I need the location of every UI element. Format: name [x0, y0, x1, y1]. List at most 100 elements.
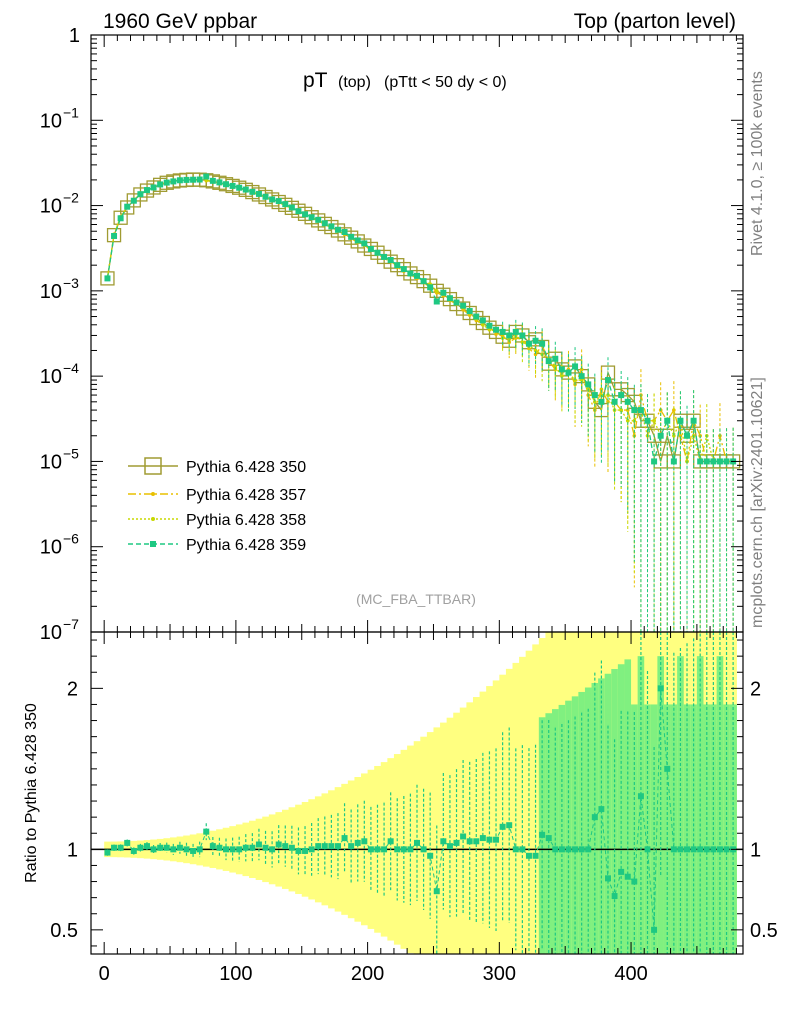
ratio-uncertainty-bands — [91, 632, 743, 954]
main-marker — [625, 408, 630, 412]
ratio-band-green — [604, 673, 612, 954]
main-marker-359 — [558, 366, 565, 373]
main-marker-359 — [565, 369, 572, 376]
ratio-axis-ticks: 0.5 0.5 1 1 2 2 0 100 200 300 400 — [50, 632, 778, 985]
ratio-point — [446, 843, 453, 850]
main-marker-359 — [190, 176, 197, 183]
ratio-band-yellow — [525, 650, 533, 954]
main-marker-359 — [427, 284, 434, 291]
ratio-point — [130, 847, 137, 854]
main-marker-359 — [216, 179, 223, 186]
main-marker-359 — [157, 181, 164, 188]
rivet-label: Rivet 4.1.0, ≥ 100k events — [749, 71, 766, 256]
main-marker-359 — [578, 373, 585, 380]
main-marker — [652, 418, 656, 423]
main-marker-359 — [275, 198, 282, 205]
ratio-x-tick-label: 400 — [614, 963, 647, 985]
main-y-tick-exponent: −4 — [63, 360, 79, 376]
legend-entry-350: Pythia 6.428 350 — [128, 457, 306, 476]
main-marker-359 — [572, 363, 579, 370]
ratio-band-yellow — [492, 680, 500, 954]
ratio-point — [453, 839, 460, 846]
main-marker-359 — [117, 215, 124, 222]
ratio-point — [519, 846, 526, 853]
main-marker — [579, 378, 584, 382]
ratio-point — [374, 846, 381, 853]
ratio-point — [433, 888, 440, 895]
main-marker-359 — [361, 240, 368, 247]
header-right: Top (parton level) — [574, 10, 736, 33]
ratio-plot-frame — [90, 631, 744, 955]
main-marker-359 — [664, 417, 671, 424]
legend-label-359: Pythia 6.428 359 — [186, 537, 306, 554]
main-y-tick-label: 10 — [40, 451, 62, 473]
ratio-point — [381, 846, 388, 853]
ratio-point — [137, 844, 144, 851]
ratio-point — [578, 846, 585, 853]
ratio-point — [183, 846, 190, 853]
ratio-point — [196, 846, 203, 853]
main-marker-350 — [100, 271, 115, 286]
ratio-x-tick-label: 300 — [483, 963, 516, 985]
ratio-series-line — [107, 688, 734, 930]
main-marker — [678, 433, 683, 438]
main-y-tick-exponent: −3 — [63, 275, 79, 291]
legend-marker-357 — [151, 492, 155, 496]
main-marker-359 — [255, 190, 262, 197]
header-left: 1960 GeV ppbar — [103, 10, 257, 33]
main-series-group — [100, 172, 741, 632]
main-marker-359 — [242, 186, 249, 193]
main-marker-359 — [354, 237, 361, 244]
main-y-tick-label: 1 — [69, 25, 80, 47]
main-marker — [606, 400, 610, 404]
main-marker — [619, 408, 623, 412]
main-marker-359 — [598, 398, 605, 405]
main-marker-359 — [604, 377, 611, 384]
main-marker — [672, 433, 676, 438]
main-marker-359 — [631, 407, 638, 414]
ratio-y-tick-label: 0.5 — [50, 920, 78, 942]
main-marker-359 — [591, 392, 598, 399]
main-marker-359 — [473, 313, 480, 320]
main-marker-359 — [104, 275, 111, 282]
main-marker-359 — [348, 233, 355, 240]
main-marker-359 — [407, 270, 414, 277]
main-marker-359 — [124, 203, 131, 210]
ratio-point — [163, 844, 170, 851]
main-marker-359 — [196, 176, 203, 183]
main-marker-359 — [130, 197, 137, 204]
ratio-point — [143, 843, 150, 850]
main-marker-359 — [236, 184, 243, 191]
ratio-y-label: Ratio to Pythia 6.428 350 — [23, 703, 40, 883]
legend-entry-358: Pythia 6.428 358 — [128, 512, 306, 529]
main-marker-359 — [677, 417, 684, 424]
ratio-y-tick-label-right: 0.5 — [750, 920, 778, 942]
main-marker-359 — [288, 204, 295, 211]
ratio-x-tick-label: 0 — [99, 963, 110, 985]
main-marker-359 — [176, 177, 183, 184]
ratio-point — [150, 846, 157, 853]
main-marker-359 — [644, 417, 651, 424]
main-y-tick-label: 10 — [40, 110, 62, 132]
main-marker-359 — [624, 398, 631, 405]
main-marker-359 — [163, 179, 170, 186]
main-marker-359 — [506, 332, 513, 339]
main-marker-359 — [690, 417, 697, 424]
main-series-line — [106, 178, 734, 463]
main-y-tick-label: 10 — [40, 366, 62, 388]
main-marker — [553, 364, 558, 369]
main-marker-359 — [512, 328, 519, 335]
ratio-point — [611, 893, 618, 900]
main-marker — [520, 340, 525, 345]
legend: Pythia 6.428 350 Pythia 6.428 357 Pythia… — [128, 457, 306, 554]
legend-marker-359 — [150, 541, 156, 547]
main-marker-359 — [453, 299, 460, 306]
main-marker-359 — [637, 407, 644, 414]
main-marker-359 — [545, 358, 552, 365]
main-marker-359 — [387, 257, 394, 264]
main-marker-359 — [381, 253, 388, 260]
ratio-point — [591, 814, 598, 821]
main-marker-359 — [723, 458, 730, 465]
main-marker-359 — [137, 191, 144, 198]
main-marker-359 — [420, 278, 427, 285]
